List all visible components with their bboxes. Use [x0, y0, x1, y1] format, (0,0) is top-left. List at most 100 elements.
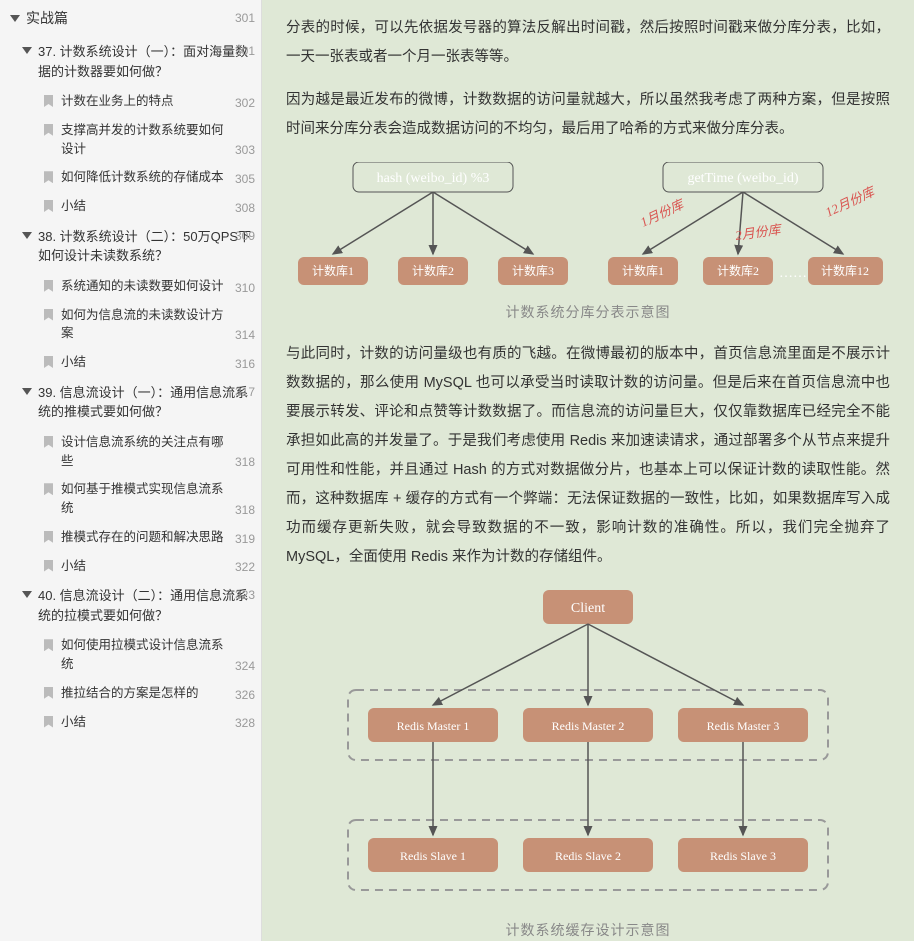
svg-text:计数库3: 计数库3	[512, 263, 554, 278]
page-number: 309	[235, 227, 255, 245]
bookmark-icon	[44, 356, 53, 368]
sub-item[interactable]: 计数在业务上的特点302	[0, 87, 261, 116]
page-number: 316	[235, 355, 255, 373]
sub-item-label: 如何使用拉模式设计信息流系统	[61, 636, 253, 674]
svg-text:2月份库: 2月份库	[734, 222, 783, 243]
paragraph: 因为越是最近发布的微博，计数数据的访问量就越大，所以虽然我考虑了两种方案，但是按…	[286, 86, 890, 144]
svg-text:1月份库: 1月份库	[638, 196, 687, 230]
svg-text:计数库12: 计数库12	[821, 263, 869, 278]
page-number: 308	[235, 199, 255, 217]
bookmark-icon	[44, 436, 53, 448]
sub-item-label: 小结	[61, 557, 253, 576]
chapter-item[interactable]: 37. 计数系统设计（一）：面对海量数据的计数器要如何做？301	[0, 36, 261, 87]
bookmark-icon	[44, 483, 53, 495]
bookmark-icon	[44, 200, 53, 212]
chapter-item[interactable]: 40. 信息流设计（二）：通用信息流系统的拉模式要如何做？323	[0, 580, 261, 631]
page-number: 301	[235, 11, 255, 25]
chapter-item[interactable]: 39. 信息流设计（一）：通用信息流系统的推模式要如何做？317	[0, 377, 261, 428]
bookmark-icon	[44, 687, 53, 699]
page-number: 301	[235, 42, 255, 60]
page-number: 310	[235, 279, 255, 297]
page-number: 322	[235, 558, 255, 576]
triangle-down-icon	[22, 388, 32, 395]
paragraph: 分表的时候，可以先依据发号器的算法反解出时间戳，然后按照时间戳来做分库分表，比如…	[286, 14, 890, 72]
svg-text:Redis Slave 1: Redis Slave 1	[400, 849, 466, 863]
page-number: 324	[235, 657, 255, 675]
bookmark-icon	[44, 124, 53, 136]
svg-text:Client: Client	[571, 601, 605, 616]
section-title: 实战篇	[26, 8, 68, 28]
page-number: 326	[235, 686, 255, 704]
bookmark-icon	[44, 171, 53, 183]
page-number: 305	[235, 170, 255, 188]
chapter-title: 40. 信息流设计（二）：通用信息流系统的拉模式要如何做？	[38, 586, 253, 625]
page-number: 328	[235, 714, 255, 732]
triangle-down-icon	[10, 15, 20, 22]
page-number: 323	[235, 586, 255, 604]
svg-text:Redis Master 2: Redis Master 2	[552, 719, 625, 733]
bookmark-icon	[44, 716, 53, 728]
chapter-title: 38. 计数系统设计（二）：50万QPS下如何设计未读数系统？	[38, 227, 253, 266]
svg-text:计数库1: 计数库1	[622, 263, 664, 278]
page-number: 319	[235, 530, 255, 548]
svg-text:Redis Slave 2: Redis Slave 2	[555, 849, 621, 863]
svg-text:计数库2: 计数库2	[412, 263, 454, 278]
chapter-item[interactable]: 38. 计数系统设计（二）：50万QPS下如何设计未读数系统？309	[0, 221, 261, 272]
sub-item[interactable]: 如何为信息流的未读数设计方案314	[0, 301, 261, 349]
sidebar-toc: 实战篇 301 37. 计数系统设计（一）：面对海量数据的计数器要如何做？301…	[0, 0, 262, 941]
sub-item[interactable]: 如何使用拉模式设计信息流系统324	[0, 631, 261, 679]
chapter-title: 37. 计数系统设计（一）：面对海量数据的计数器要如何做？	[38, 42, 253, 81]
sub-item[interactable]: 支撑高并发的计数系统要如何设计303	[0, 116, 261, 164]
sub-item-label: 如何为信息流的未读数设计方案	[61, 306, 253, 344]
section-header[interactable]: 实战篇 301	[0, 0, 261, 36]
content-area: 分表的时候，可以先依据发号器的算法反解出时间戳，然后按照时间戳来做分库分表，比如…	[262, 0, 914, 941]
sub-item-label: 推模式存在的问题和解决思路	[61, 528, 253, 547]
page-number: 314	[235, 326, 255, 344]
svg-text:计数库1: 计数库1	[312, 263, 354, 278]
diagram-cache: Client Redis Master 1 Redis Master 2 Red…	[286, 590, 890, 940]
sub-item[interactable]: 设计信息流系统的关注点有哪些318	[0, 428, 261, 476]
chapter-title: 39. 信息流设计（一）：通用信息流系统的推模式要如何做？	[38, 383, 253, 422]
svg-text:Redis Slave 3: Redis Slave 3	[710, 849, 776, 863]
sub-item[interactable]: 小结328	[0, 708, 261, 737]
svg-text:hash (weibo_id) %3: hash (weibo_id) %3	[377, 171, 490, 186]
diagram-shard: hash (weibo_id) %3 getTime (weibo_id) 计数…	[286, 162, 890, 322]
svg-text:12月份库: 12月份库	[823, 183, 878, 219]
sub-item-label: 支撑高并发的计数系统要如何设计	[61, 121, 253, 159]
bookmark-icon	[44, 560, 53, 572]
sub-item-label: 设计信息流系统的关注点有哪些	[61, 433, 253, 471]
svg-text:Redis Master 1: Redis Master 1	[397, 719, 470, 733]
diagram-caption: 计数系统缓存设计示意图	[286, 920, 890, 940]
sub-item[interactable]: 小结308	[0, 192, 261, 221]
sub-item-label: 小结	[61, 713, 253, 732]
svg-text:计数库2: 计数库2	[717, 263, 759, 278]
sub-item-label: 小结	[61, 353, 253, 372]
bookmark-icon	[44, 639, 53, 651]
sub-item-label: 如何基于推模式实现信息流系统	[61, 480, 253, 518]
bookmark-icon	[44, 95, 53, 107]
sub-item-label: 小结	[61, 197, 253, 216]
sub-item-label: 推拉结合的方案是怎样的	[61, 684, 253, 703]
bookmark-icon	[44, 309, 53, 321]
sub-item[interactable]: 小结322	[0, 552, 261, 581]
paragraph: 与此同时，计数的访问量级也有质的飞越。在微博最初的版本中，首页信息流里面是不展示…	[286, 340, 890, 572]
bookmark-icon	[44, 531, 53, 543]
svg-text:Redis Master 3: Redis Master 3	[707, 719, 780, 733]
sub-item-label: 计数在业务上的特点	[61, 92, 253, 111]
triangle-down-icon	[22, 232, 32, 239]
triangle-down-icon	[22, 591, 32, 598]
diagram-caption: 计数系统分库分表示意图	[286, 302, 890, 322]
sub-item[interactable]: 推模式存在的问题和解决思路319	[0, 523, 261, 552]
sub-item[interactable]: 推拉结合的方案是怎样的326	[0, 679, 261, 708]
sub-item[interactable]: 如何降低计数系统的存储成本305	[0, 163, 261, 192]
sub-item[interactable]: 如何基于推模式实现信息流系统318	[0, 475, 261, 523]
svg-text:getTime (weibo_id): getTime (weibo_id)	[687, 171, 798, 186]
svg-text:……: ……	[779, 266, 807, 281]
page-number: 302	[235, 94, 255, 112]
sub-item[interactable]: 小结316	[0, 348, 261, 377]
sub-item-label: 系统通知的未读数要如何设计	[61, 277, 253, 296]
page-number: 318	[235, 453, 255, 471]
bookmark-icon	[44, 280, 53, 292]
triangle-down-icon	[22, 47, 32, 54]
sub-item[interactable]: 系统通知的未读数要如何设计310	[0, 272, 261, 301]
